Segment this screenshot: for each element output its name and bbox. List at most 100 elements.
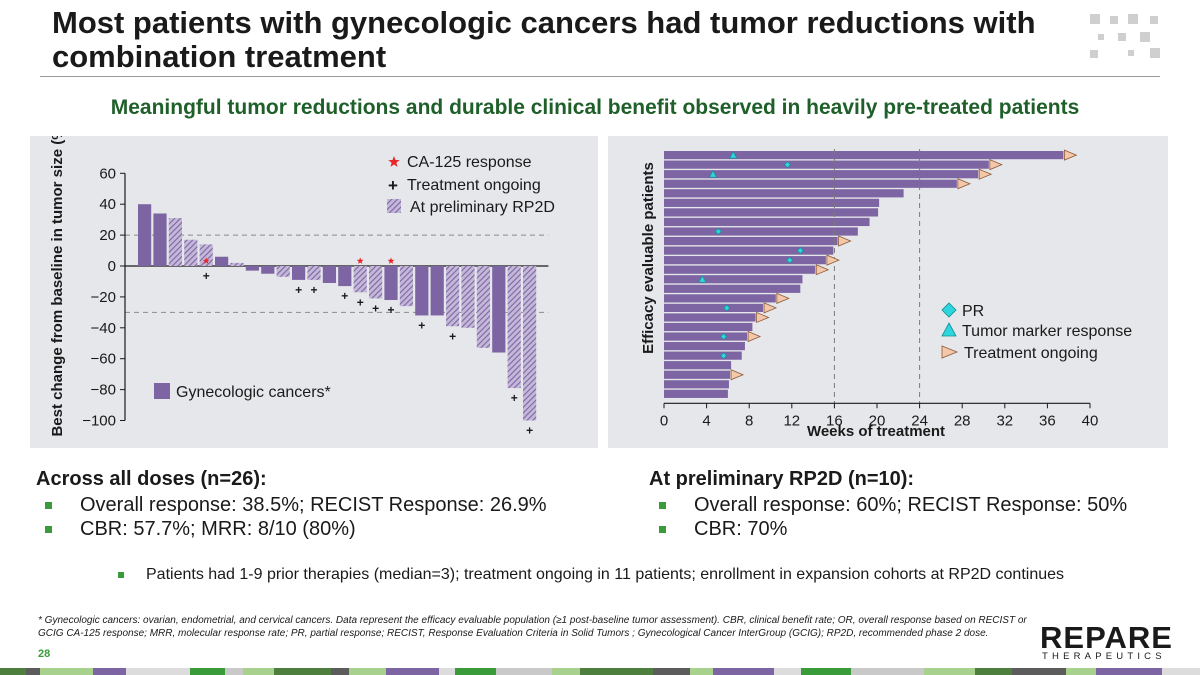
swimmer-bar [664, 256, 826, 265]
slide-subtitle: Meaningful tumor reductions and durable … [110, 96, 1080, 119]
x-tick-label: 40 [1082, 412, 1099, 429]
ongoing-arrow [747, 330, 762, 343]
left-summary-bullet: Overall response: 38.5%; RECIST Response… [45, 494, 547, 517]
waterfall-bar [292, 266, 306, 280]
strip-segment [579, 668, 654, 675]
ongoing-arrow [756, 311, 770, 324]
swimmer-y-axis-label: Efficacy evaluable patients [640, 162, 657, 354]
x-tick-label: 20 [869, 412, 886, 429]
swimmer-bar [664, 294, 776, 303]
ongoing-cross: + [526, 424, 533, 438]
waterfall-bar [415, 266, 429, 316]
pr-diamond [723, 304, 731, 312]
prior-therapies-note: Patients had 1-9 prior therapies (median… [118, 566, 1065, 584]
strip-segment [126, 668, 191, 675]
swimmer-bar [664, 389, 728, 398]
y-tick-label: −80 [91, 382, 116, 399]
strip-segment [243, 668, 275, 675]
waterfall-bar [307, 266, 321, 280]
ongoing-arrow [1063, 149, 1078, 161]
ongoing-arrow [989, 159, 1003, 171]
strip-segment [40, 668, 94, 675]
swimmer-bar [664, 361, 732, 370]
company-logo-subtitle: THERAPEUTICS [1042, 651, 1166, 662]
waterfall-legend: CA-125 response + Treatment ongoing At p… [154, 154, 555, 401]
pr-diamond [714, 228, 722, 235]
x-tick-label: 8 [745, 412, 753, 429]
waterfall-bar [369, 266, 383, 299]
swimmer-bar [664, 380, 729, 389]
strip-segment [974, 668, 1012, 675]
y-tick-label: −40 [91, 320, 116, 337]
gyn-legend-swatch [154, 383, 170, 399]
y-tick-label: −20 [91, 289, 116, 306]
tumor-marker-triangle [698, 275, 707, 283]
ongoing-cross: + [511, 391, 518, 405]
strip-segment [331, 668, 350, 675]
waterfall-bar [492, 266, 506, 353]
waterfall-bar [384, 266, 398, 300]
swimmer-bar [664, 170, 979, 179]
strip-segment [552, 668, 580, 675]
footnote: * Gynecologic cancers: ovarian, endometr… [38, 615, 1027, 639]
slide-title: Most patients with gynecologic cancers h… [52, 5, 1036, 74]
legend-gyn-label: Gynecologic cancers* [176, 384, 331, 401]
swimmer-bar [664, 208, 879, 217]
waterfall-bar [322, 266, 336, 283]
ongoing-arrow [776, 292, 790, 304]
ongoing-arrow [957, 178, 971, 190]
left-bullet-2-text: CBR: 57.7%; MRR: 8/10 (80%) [80, 518, 356, 540]
swimmer-bar [664, 246, 834, 255]
pr-legend-diamond [941, 302, 957, 318]
swimmer-bar [664, 351, 742, 360]
waterfall-bar [276, 266, 290, 277]
ongoing-arrow [978, 168, 993, 180]
strip-segment [1161, 668, 1200, 675]
swimmer-bar [664, 227, 858, 236]
strip-segment [349, 668, 386, 675]
strip-segment [773, 668, 802, 675]
ca125-star [387, 257, 395, 264]
ca125-star [356, 257, 364, 264]
ongoing-cross: + [418, 318, 425, 332]
title-divider [40, 76, 1160, 77]
strip-segment [689, 668, 714, 675]
note-text: Patients had 1-9 prior therapies (median… [146, 566, 1065, 583]
waterfall-bar [430, 266, 444, 316]
ongoing-legend-arrow [941, 345, 959, 359]
tumor-marker-legend-triangle [941, 322, 957, 337]
swimmer-chart: 0 4 8 12 16 20 24 28 32 36 40 Efficacy evaluable p… [640, 149, 1132, 440]
ongoing-cross: + [357, 295, 364, 309]
swimmer-bar [664, 265, 816, 274]
waterfall-bar [245, 266, 259, 271]
strip-segment [190, 668, 225, 675]
waterfall-bar [138, 204, 152, 266]
waterfall-bar [230, 262, 244, 266]
ongoing-cross: + [295, 283, 302, 297]
company-logo: REPARE [1040, 620, 1173, 655]
swimmer-bar [664, 179, 957, 188]
right-bullet-1-text: Overall response: 60%; RECIST Response: … [694, 494, 1128, 516]
legend-tumor-marker-label: Tumor marker response [962, 323, 1132, 340]
swimmer-bar [664, 151, 1064, 160]
swimmer-chart-panel: 0 4 8 12 16 20 24 28 32 36 40 Efficacy evaluable p… [608, 136, 1168, 448]
left-summary-heading: Across all doses (n=26): [36, 468, 267, 490]
strip-segment [225, 668, 244, 675]
strip-segment [0, 668, 26, 675]
waterfall-bar [523, 266, 537, 421]
waterfall-bar [461, 266, 475, 328]
swimmer-bar [664, 275, 803, 284]
waterfall-bar [184, 239, 198, 266]
swimmer-bar [664, 160, 989, 169]
waterfall-chart-panel: 60 40 20 0 −20 −40 −60 −80 −100 + + + + + + + + + + + Best… [30, 121, 598, 448]
x-tick-label: 32 [996, 412, 1013, 429]
strip-segment [1095, 668, 1162, 675]
waterfall-bar [153, 213, 167, 266]
waterfall-chart: 60 40 20 0 −20 −40 −60 −80 −100 + + + + + + + + + + + Best… [49, 121, 555, 438]
ongoing-arrow [838, 235, 852, 247]
waterfall-bar [261, 266, 275, 274]
strip-segment [653, 668, 690, 675]
strip-segment [274, 668, 332, 675]
legend-ca125-label: CA-125 response [407, 154, 532, 171]
x-tick-label: 24 [911, 412, 928, 429]
